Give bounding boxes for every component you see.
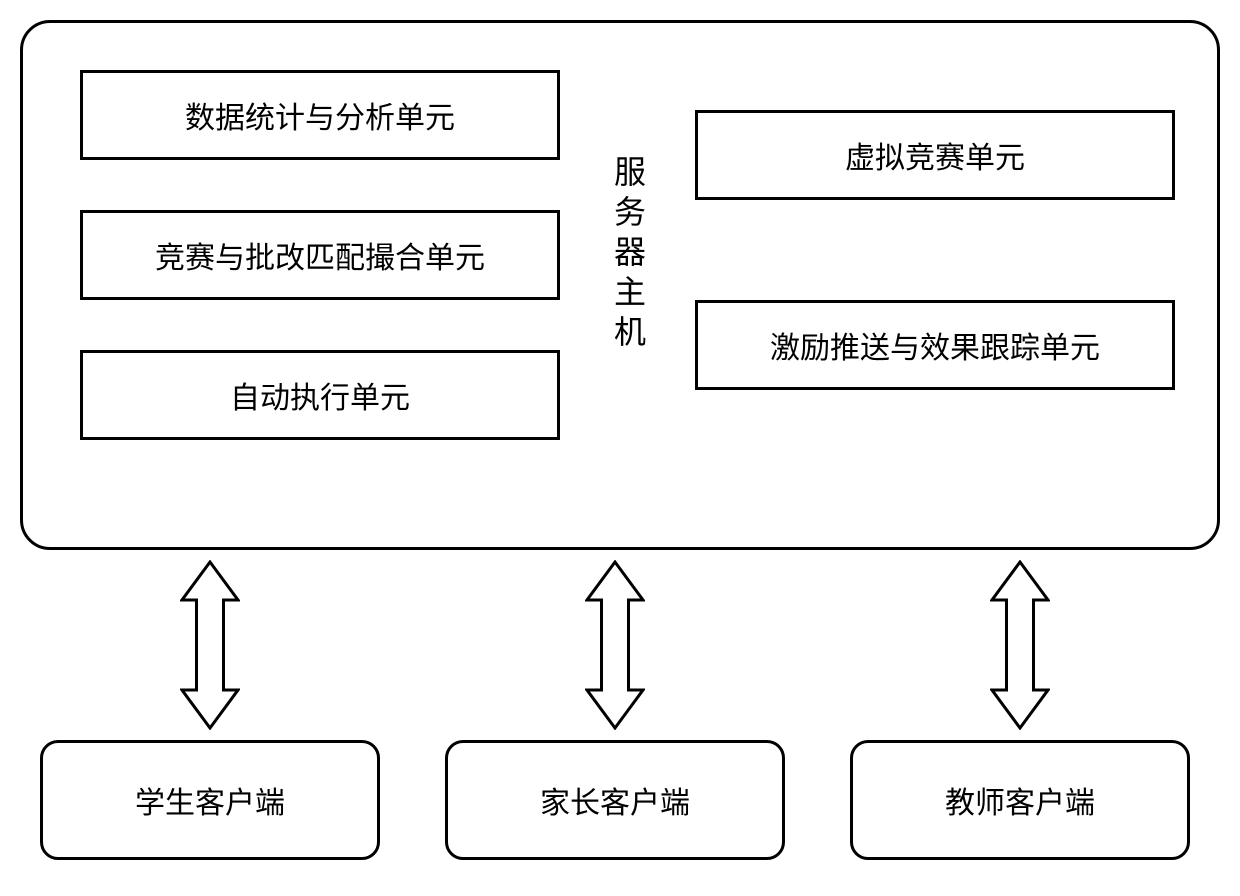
unit-data-analysis: 数据统计与分析单元 <box>80 70 560 160</box>
unit-virtual-competition: 虚拟竞赛单元 <box>695 110 1175 200</box>
server-host-label: 服务器主机 <box>608 100 648 410</box>
unit-auto-execution: 自动执行单元 <box>80 350 560 440</box>
arrow-teacher <box>990 560 1050 735</box>
unit-competition-matching: 竞赛与批改匹配撮合单元 <box>80 210 560 300</box>
double-arrow-icon <box>990 560 1050 730</box>
double-arrow-icon <box>180 560 240 730</box>
arrow-parent <box>585 560 645 735</box>
double-arrow-icon <box>585 560 645 730</box>
unit-incentive-tracking: 激励推送与效果跟踪单元 <box>695 300 1175 390</box>
arrow-student <box>180 560 240 735</box>
client-student: 学生客户端 <box>40 740 380 860</box>
client-teacher: 教师客户端 <box>850 740 1190 860</box>
client-parent: 家长客户端 <box>445 740 785 860</box>
